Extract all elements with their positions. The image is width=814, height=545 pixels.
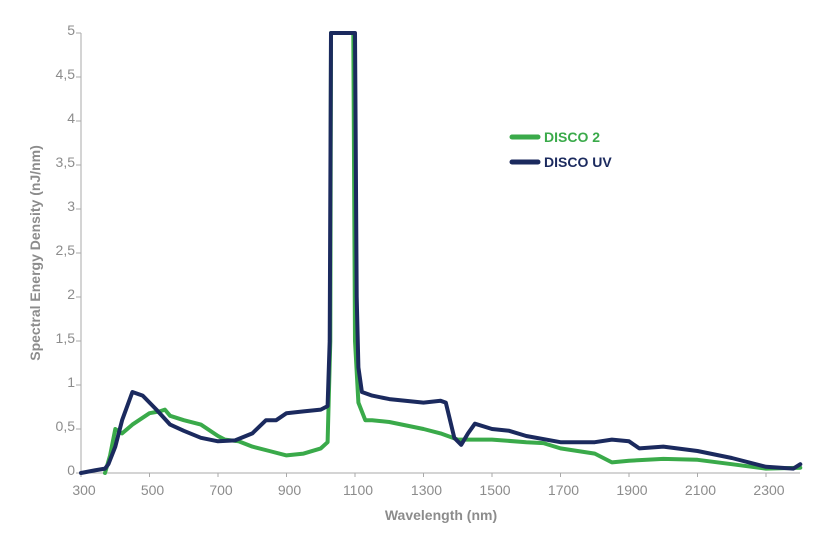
legend-label-disco-2: DISCO 2 (544, 129, 600, 145)
x-tick-label: 500 (141, 482, 165, 498)
y-tick-label: 2,5 (56, 242, 76, 258)
y-tick-label: 2 (67, 286, 75, 302)
x-tick-label: 2300 (753, 482, 784, 498)
y-axis-label: Spectral Energy Density (nJ/nm) (27, 145, 43, 361)
series-line-disco-2 (103, 31, 803, 475)
x-tick-label: 900 (278, 482, 302, 498)
x-tick-label: 1900 (616, 482, 647, 498)
y-tick-label: 3 (67, 198, 75, 214)
y-tick-label: 0,5 (56, 418, 76, 434)
x-tick-label: 700 (209, 482, 233, 498)
x-tick-label: 1100 (343, 482, 373, 498)
y-tick-label: 5 (67, 22, 75, 38)
series-line-disco-uv (79, 31, 803, 475)
legend: DISCO 2 DISCO UV (509, 129, 612, 170)
y-tick-label: 3,5 (56, 154, 76, 170)
y-tick-label: 1,5 (56, 330, 76, 346)
series-lines (79, 31, 803, 475)
x-tick-label: 300 (72, 482, 96, 498)
axes: 300 500 700 900 1100 1300 1500 1700 1900 2100 2300… (56, 22, 800, 498)
x-tick-label: 1700 (548, 482, 579, 498)
y-tick-label: 1 (67, 374, 75, 390)
x-axis-label: Wavelength (nm) (385, 507, 497, 523)
x-tick-label: 2100 (685, 482, 716, 498)
y-tick-label: 4,5 (56, 66, 76, 82)
y-tick-label: 0 (67, 462, 75, 478)
x-tick-label: 1500 (479, 482, 510, 498)
x-tick-label: 1300 (411, 482, 442, 498)
legend-label-disco-uv: DISCO UV (544, 154, 612, 170)
y-tick-label: 4 (67, 110, 75, 126)
